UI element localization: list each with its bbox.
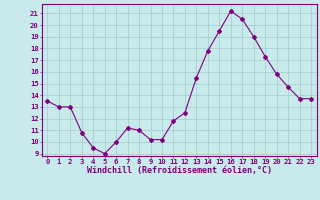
X-axis label: Windchill (Refroidissement éolien,°C): Windchill (Refroidissement éolien,°C) xyxy=(87,166,272,175)
